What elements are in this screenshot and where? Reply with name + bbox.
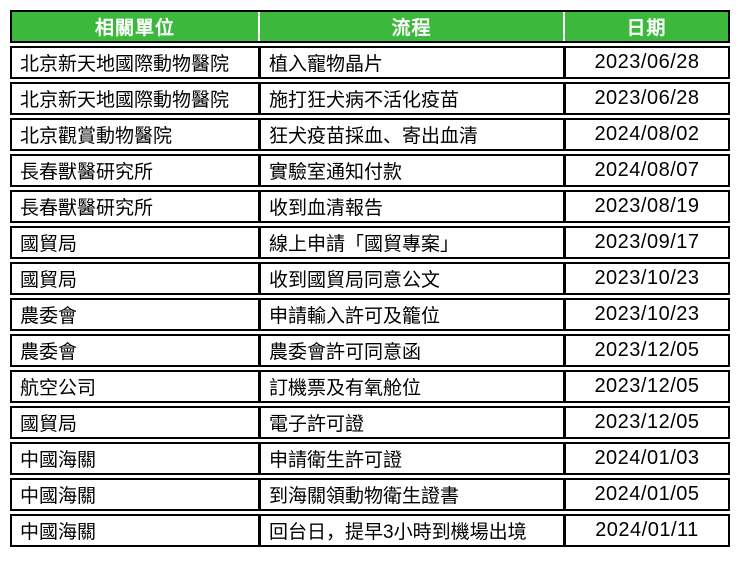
process-cell: 植入寵物晶片 bbox=[258, 48, 563, 77]
process-cell: 實驗室通知付款 bbox=[258, 156, 563, 185]
process-cell: 收到血清報告 bbox=[258, 192, 563, 221]
table-row: 中國海關 申請衛生許可證 2024/01/03 bbox=[10, 442, 730, 475]
date-cell: 2023/06/28 bbox=[563, 84, 728, 113]
table-row: 北京新天地國際動物醫院 植入寵物晶片 2023/06/28 bbox=[10, 46, 730, 79]
date-cell: 2023/09/17 bbox=[563, 228, 728, 257]
table-row: 國貿局 線上申請「國貿專案」 2023/09/17 bbox=[10, 226, 730, 259]
table-row: 長春獸醫研究所 實驗室通知付款 2024/08/07 bbox=[10, 154, 730, 187]
table-row: 國貿局 收到國貿局同意公文 2023/10/23 bbox=[10, 262, 730, 295]
table-row: 長春獸醫研究所 收到血清報告 2023/08/19 bbox=[10, 190, 730, 223]
table-row: 北京觀賞動物醫院 狂犬疫苗採血、寄出血清 2024/08/02 bbox=[10, 118, 730, 151]
date-cell: 2024/01/11 bbox=[563, 516, 728, 545]
table-row: 農委會 農委會許可同意函 2023/12/05 bbox=[10, 334, 730, 367]
table-header-row: 相關單位 流程 日期 bbox=[10, 10, 730, 43]
date-cell: 2024/01/05 bbox=[563, 480, 728, 509]
process-cell: 訂機票及有氧舱位 bbox=[258, 372, 563, 401]
unit-cell: 中國海關 bbox=[20, 450, 97, 471]
unit-cell: 中國海關 bbox=[20, 522, 97, 543]
unit-cell: 農委會 bbox=[20, 306, 78, 327]
process-cell: 施打狂犬病不活化疫苗 bbox=[258, 84, 563, 113]
unit-cell: 國貿局 bbox=[20, 234, 78, 255]
unit-cell: 航空公司 bbox=[20, 378, 97, 399]
table-row: 航空公司 訂機票及有氧舱位 2023/12/05 bbox=[10, 370, 730, 403]
date-cell: 2024/08/02 bbox=[563, 120, 728, 149]
unit-cell: 長春獸醫研究所 bbox=[20, 162, 154, 183]
date-cell: 2024/01/03 bbox=[563, 444, 728, 473]
process-cell: 申請輸入許可及籠位 bbox=[258, 300, 563, 329]
process-cell: 申請衛生許可證 bbox=[258, 444, 563, 473]
column-header-unit: 相關單位 bbox=[12, 12, 258, 41]
process-table: 相關單位 流程 日期 北京新天地國際動物醫院 植入寵物晶片 2023/06/28… bbox=[10, 10, 730, 547]
process-cell: 到海關領動物衛生證書 bbox=[258, 480, 563, 509]
column-header-process: 流程 bbox=[258, 12, 563, 41]
table-row: 中國海關 到海關領動物衛生證書 2024/01/05 bbox=[10, 478, 730, 511]
unit-cell: 北京新天地國際動物醫院 bbox=[20, 54, 230, 75]
unit-cell: 農委會 bbox=[20, 342, 78, 363]
process-cell: 狂犬疫苗採血、寄出血清 bbox=[258, 120, 563, 149]
date-cell: 2023/12/05 bbox=[563, 408, 728, 437]
table-row: 北京新天地國際動物醫院 施打狂犬病不活化疫苗 2023/06/28 bbox=[10, 82, 730, 115]
unit-cell: 國貿局 bbox=[20, 270, 78, 291]
unit-cell: 長春獸醫研究所 bbox=[20, 198, 154, 219]
date-cell: 2023/08/19 bbox=[563, 192, 728, 221]
table-row: 中國海關 回台日，提早3小時到機場出境 2024/01/11 bbox=[10, 514, 730, 547]
date-cell: 2023/10/23 bbox=[563, 300, 728, 329]
date-cell: 2023/06/28 bbox=[563, 48, 728, 77]
date-cell: 2023/12/05 bbox=[563, 336, 728, 365]
table-row: 國貿局 電子許可證 2023/12/05 bbox=[10, 406, 730, 439]
unit-cell: 北京新天地國際動物醫院 bbox=[20, 90, 230, 111]
process-cell: 回台日，提早3小時到機場出境 bbox=[258, 516, 563, 545]
date-cell: 2023/12/05 bbox=[563, 372, 728, 401]
unit-cell: 國貿局 bbox=[20, 414, 78, 435]
column-header-date: 日期 bbox=[563, 12, 728, 41]
date-cell: 2024/08/07 bbox=[563, 156, 728, 185]
unit-cell: 中國海關 bbox=[20, 486, 97, 507]
date-cell: 2023/10/23 bbox=[563, 264, 728, 293]
unit-cell: 北京觀賞動物醫院 bbox=[20, 126, 173, 147]
process-cell: 收到國貿局同意公文 bbox=[258, 264, 563, 293]
process-cell: 電子許可證 bbox=[258, 408, 563, 437]
process-cell: 農委會許可同意函 bbox=[258, 336, 563, 365]
process-cell: 線上申請「國貿專案」 bbox=[258, 228, 563, 257]
table-row: 農委會 申請輸入許可及籠位 2023/10/23 bbox=[10, 298, 730, 331]
